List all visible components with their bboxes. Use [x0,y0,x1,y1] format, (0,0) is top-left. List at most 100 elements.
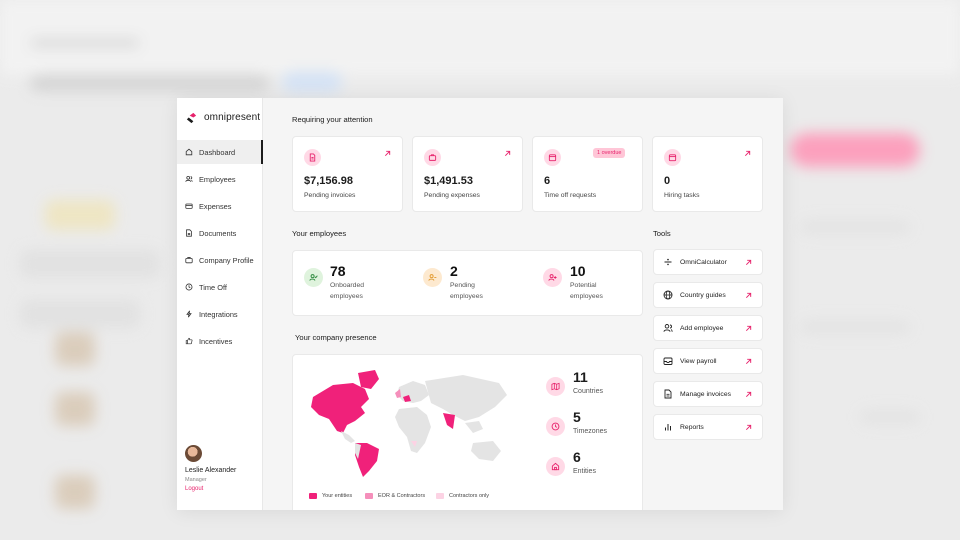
building-icon [546,457,565,476]
thumbs-up-icon [185,337,193,345]
pending-invoices-card[interactable]: $7,156.98 Pending invoices [292,136,403,212]
hiring-tasks-label: Hiring tasks [664,192,700,199]
pending-label-1: Pending [450,282,475,289]
sidebar-item-incentives[interactable]: Incentives [177,329,263,353]
map-asia [425,375,507,421]
user-pending-icon [423,268,442,287]
attention-title: Requiring your attention [292,115,373,124]
map-south-america [355,443,379,477]
entities-label: Entities [573,468,596,475]
legend-swatch [436,493,444,499]
tool-label: Manage invoices [680,390,732,398]
map-north-america [311,383,369,433]
onboarded-count: 78 [330,263,346,279]
card-icon [185,202,193,210]
time-off-requests-value: 6 [544,175,551,187]
users-icon [185,175,193,183]
user-name: Leslie Alexander [185,467,237,474]
onboarded-label-1: Onboarded [330,282,365,289]
map-uk [395,389,401,398]
bar-chart-icon [665,424,671,431]
map-europe [397,381,429,403]
clock-icon [546,417,565,436]
app-window: omnipresent Dashboard Employees Expenses… [177,98,783,510]
map-icon [546,377,565,396]
timezones-label: Timezones [573,428,607,435]
legend-label: Contractors only [449,493,490,499]
tools-title: Tools [653,229,671,238]
document-icon [664,389,672,399]
sidebar-item-expenses[interactable]: Expenses [177,194,263,218]
briefcase-icon [424,149,441,166]
sidebar-item-time-off[interactable]: Time Off [177,275,263,299]
legend-label: EOR & Contractors [378,493,426,499]
time-off-requests-card[interactable]: 1 overdue 6 Time off requests [532,136,643,212]
arrow-up-right-icon [745,391,752,398]
logo[interactable]: omnipresent [185,111,260,124]
entities-count: 6 [573,449,581,465]
lightning-icon [185,310,193,318]
sidebar-item-employees[interactable]: Employees [177,167,263,191]
clock-icon [185,283,193,291]
invoice-icon [304,149,321,166]
sidebar-item-integrations[interactable]: Integrations [177,302,263,326]
countries-label: Countries [573,388,603,395]
employees-title: Your employees [292,229,347,238]
time-off-requests-label: Time off requests [544,192,597,199]
map-central-america [341,431,355,443]
overdue-badge: 1 overdue [593,148,626,158]
sidebar-item-label: Expenses [199,201,232,211]
pending-label-2: employees [450,293,483,300]
map-africa-south [411,441,417,447]
pending-expenses-label: Pending expenses [424,192,480,199]
logout-link[interactable]: Logout [185,486,204,492]
tool-manage-invoices[interactable]: Manage invoices [653,381,763,407]
tool-omnicalculator[interactable]: OmniCalculator [653,249,763,275]
onboarded-label-2: employees [330,293,363,300]
legend-swatch [309,493,317,499]
legend-label: Your entities [322,493,353,499]
arrow-up-right-icon [504,150,511,157]
user-plus-icon [543,268,562,287]
tool-add-employee[interactable]: Add employee [653,315,763,341]
sidebar-item-label: Documents [199,228,237,238]
legend-your-entities: Your entities [309,493,352,499]
arrow-up-right-icon [384,150,391,157]
tool-reports[interactable]: Reports [653,414,763,440]
map-south-america-west [355,443,361,459]
pending-invoices-label: Pending invoices [304,192,356,199]
tool-label: Add employee [680,324,724,332]
map-se-asia [465,421,483,433]
sidebar-item-label: Company Profile [199,255,254,265]
arrow-up-right-icon [745,259,752,266]
arrow-up-right-icon [745,292,752,299]
map-india [443,413,455,429]
arrow-up-right-icon [745,325,752,332]
potential-label-2: employees [570,293,603,300]
map-europe-entity [403,395,411,402]
avatar[interactable] [185,445,202,462]
calendar-icon [544,149,561,166]
potential-count: 10 [570,263,586,279]
employees-card: 78 Onboarded employees 2 Pending employe… [292,250,643,316]
legend-eor-contractors: EOR & Contractors [365,493,425,499]
legend-swatch [365,493,373,499]
sidebar-item-label: Incentives [199,336,233,346]
add-user-icon [663,324,673,332]
hiring-tasks-card[interactable]: 0 Hiring tasks [652,136,763,212]
pending-count: 2 [450,263,458,279]
pending-expenses-card[interactable]: $1,491.53 Pending expenses [412,136,523,212]
tool-label: Reports [680,423,704,431]
sidebar-item-company-profile[interactable]: Company Profile [177,248,263,272]
sidebar-item-label: Employees [199,174,236,184]
sidebar-item-dashboard[interactable]: Dashboard [177,140,263,164]
hiring-tasks-value: 0 [664,175,671,187]
arrow-up-right-icon [744,150,751,157]
tool-label: Country guides [680,291,726,299]
inbox-icon [663,357,673,365]
sidebar-item-documents[interactable]: Documents [177,221,263,245]
tool-view-payroll[interactable]: View payroll [653,348,763,374]
tool-country-guides[interactable]: Country guides [653,282,763,308]
home-icon [185,148,193,156]
